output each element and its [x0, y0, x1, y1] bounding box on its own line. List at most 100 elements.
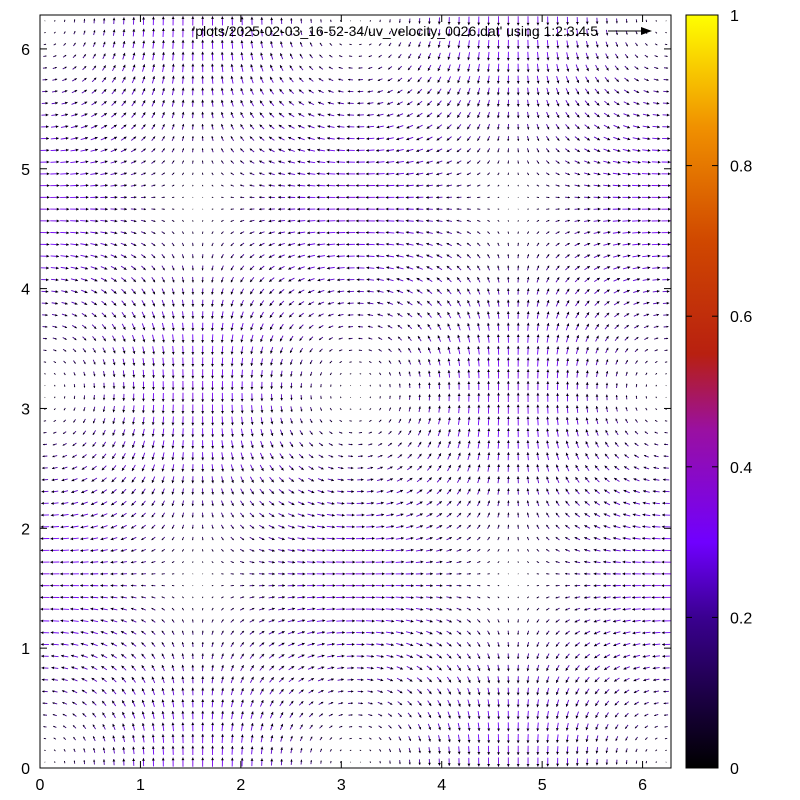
vector-arrow	[308, 77, 314, 82]
vector-arrow	[211, 476, 215, 484]
vector-arrow	[82, 42, 86, 47]
vector-arrow	[584, 630, 591, 635]
vector-arrow	[574, 136, 581, 141]
vector-arrow	[437, 311, 442, 319]
vector-arrow	[316, 243, 326, 247]
vector-arrow	[584, 676, 590, 683]
vector-arrow	[466, 536, 472, 541]
vector-arrow	[546, 123, 550, 130]
vector-arrow	[307, 254, 316, 258]
vector-arrow	[604, 312, 610, 318]
vector-arrow	[231, 710, 234, 720]
vector-arrow	[280, 405, 283, 413]
vector-arrow	[40, 207, 50, 211]
vector-arrow	[527, 184, 530, 187]
vector-arrow	[398, 407, 401, 412]
vector-arrow	[326, 595, 336, 599]
vector-arrow	[477, 653, 481, 660]
vector-arrow	[584, 584, 591, 588]
vector-arrow	[347, 313, 354, 317]
vector-arrow	[250, 440, 254, 449]
vector-arrow	[230, 416, 234, 426]
vector-arrow	[457, 416, 461, 425]
vector-arrow	[497, 699, 501, 708]
vector-arrow	[536, 536, 540, 541]
vector-arrow	[110, 265, 118, 270]
vector-arrow	[240, 404, 244, 414]
vector-arrow	[279, 441, 284, 448]
vector-arrow	[110, 136, 118, 141]
vector-arrow	[385, 207, 395, 211]
vector-arrow	[171, 299, 175, 307]
vector-arrow	[365, 596, 375, 599]
vector-arrow	[644, 725, 649, 729]
vector-arrow	[526, 500, 530, 507]
vector-arrow	[171, 653, 175, 660]
vector-arrow	[556, 40, 560, 49]
vector-arrow	[162, 63, 165, 73]
vector-arrow	[466, 572, 471, 575]
vector-arrow	[643, 690, 650, 693]
vector-arrow	[297, 254, 306, 258]
vector-arrow	[457, 393, 461, 402]
vector-arrow	[250, 369, 254, 378]
vector-arrow	[527, 561, 530, 564]
vector-arrow	[221, 265, 224, 271]
vector-arrow	[497, 172, 500, 176]
vector-arrow	[221, 699, 225, 708]
vector-arrow	[367, 301, 374, 305]
vector-arrow	[613, 112, 620, 118]
vector-arrow	[72, 454, 78, 458]
vector-arrow	[565, 311, 570, 319]
vector-arrow	[330, 19, 332, 23]
vector-arrow	[110, 513, 118, 518]
vector-arrow	[355, 560, 366, 564]
vector-arrow	[230, 346, 234, 355]
vector-arrow	[398, 42, 402, 47]
vector-arrow	[191, 357, 195, 367]
vector-arrow	[307, 136, 315, 141]
vector-arrow	[584, 500, 591, 506]
vector-arrow	[161, 148, 166, 153]
vector-arrow	[80, 231, 89, 235]
vector-arrow	[297, 631, 306, 635]
vector-arrow	[240, 16, 244, 26]
vector-arrow	[356, 643, 365, 646]
vector-arrow	[576, 358, 579, 366]
vector-arrow	[386, 478, 394, 482]
vector-arrow	[377, 78, 383, 82]
vector-arrow	[375, 619, 385, 623]
vector-arrow	[250, 358, 254, 367]
vector-arrow	[497, 392, 500, 403]
vector-arrow	[309, 359, 313, 365]
vector-arrow	[661, 242, 671, 246]
vector-arrow	[585, 346, 589, 354]
x-tick-label: 2	[236, 777, 245, 794]
vector-arrow	[487, 63, 490, 73]
vector-arrow	[346, 525, 355, 529]
vector-arrow	[316, 572, 326, 576]
vector-arrow	[416, 266, 423, 270]
vector-arrow	[240, 381, 244, 390]
vector-arrow	[319, 419, 323, 423]
vector-arrow	[162, 51, 165, 61]
vector-arrow	[356, 525, 365, 529]
vector-arrow	[633, 666, 640, 670]
vector-arrow	[376, 513, 385, 517]
vector-arrow	[516, 51, 520, 61]
vector-arrow	[240, 99, 244, 107]
vector-arrow	[297, 572, 306, 576]
vector-arrow	[575, 688, 580, 695]
vector-arrow	[102, 712, 107, 718]
vector-arrow	[641, 560, 651, 564]
vector-arrow	[91, 677, 98, 682]
vector-arrow	[181, 710, 185, 720]
vector-arrow	[310, 383, 312, 388]
vector-arrow	[487, 196, 490, 199]
vector-arrow	[240, 208, 245, 211]
vector-arrow	[575, 711, 579, 719]
vector-arrow	[306, 607, 316, 611]
vector-arrow	[487, 524, 491, 529]
vector-arrow	[191, 676, 195, 684]
vector-arrow	[278, 572, 286, 576]
